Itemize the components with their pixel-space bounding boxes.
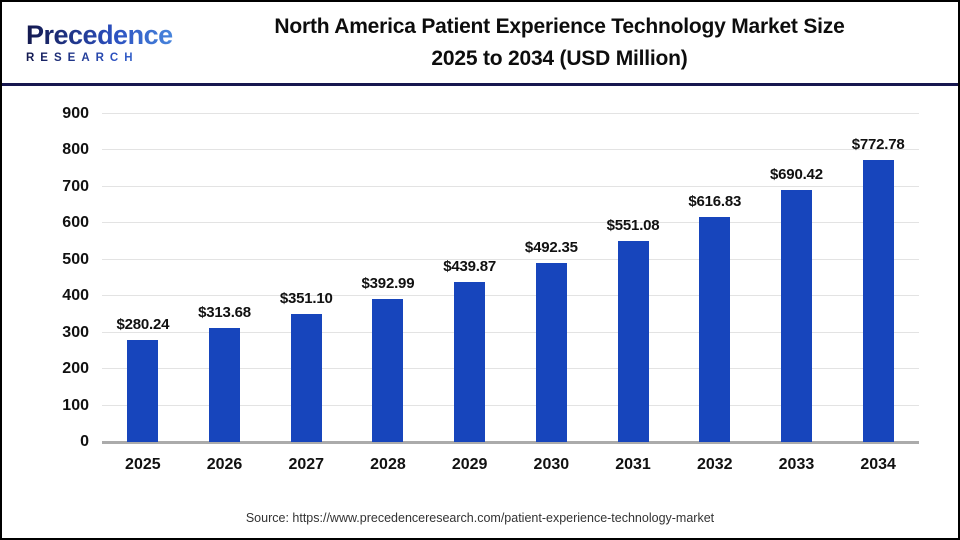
chart-title-line1: North America Patient Experience Technol… xyxy=(274,14,845,38)
gridline-600 xyxy=(102,222,919,224)
bar-2030 xyxy=(535,262,567,442)
x-axis-line xyxy=(102,441,919,444)
bar-2025 xyxy=(127,339,159,442)
gridline-800 xyxy=(102,149,919,151)
value-label-2028: $392.99 xyxy=(361,274,415,292)
y-axis-label-800: 800 xyxy=(62,141,89,159)
value-label-2029: $439.87 xyxy=(443,257,497,275)
x-axis-label-2033: 2033 xyxy=(778,456,815,473)
gridline-400 xyxy=(102,295,919,297)
x-axis-label-2034: 2034 xyxy=(860,456,896,473)
bar-2026 xyxy=(209,327,241,442)
gridline-200 xyxy=(102,368,919,370)
header: Precedence RESEARCH North America Patien… xyxy=(2,2,958,86)
logo-subtitle: RESEARCH xyxy=(26,52,187,64)
chart-title-line2: 2025 to 2034 (USD Million) xyxy=(431,46,688,70)
value-label-2027: $351.10 xyxy=(279,290,333,308)
bar-2034 xyxy=(862,160,894,442)
gridline-300 xyxy=(102,331,919,333)
value-label-2025: $280.24 xyxy=(116,315,170,333)
y-axis-label-600: 600 xyxy=(62,214,89,232)
value-label-2030: $492.35 xyxy=(524,238,578,256)
source-note: Source: https://www.precedenceresearch.c… xyxy=(245,511,715,525)
value-label-2033: $690.42 xyxy=(770,166,823,184)
gridline-100 xyxy=(102,404,919,406)
y-axis-label-100: 100 xyxy=(62,396,89,414)
bar-2031 xyxy=(617,241,649,442)
gridline-900 xyxy=(102,113,919,114)
bar-2028 xyxy=(372,298,404,442)
value-label-2034: $772.78 xyxy=(851,136,905,154)
y-axis-label-700: 700 xyxy=(62,177,89,195)
plot-area: 0 100 200 300 400 500 600 700 800 900 $280.24 2025 $… xyxy=(62,105,919,473)
gridline-500 xyxy=(102,258,919,260)
bar-2027 xyxy=(290,314,322,442)
x-axis-label-2028: 2028 xyxy=(370,456,406,473)
x-axis-label-2031: 2031 xyxy=(615,456,651,473)
precedence-research-logo: Precedence RESEARCH xyxy=(2,21,187,64)
x-axis-label-2027: 2027 xyxy=(288,456,325,473)
x-axis-label-2026: 2026 xyxy=(206,456,243,473)
bar-2033 xyxy=(780,190,812,442)
y-axis-label-900: 900 xyxy=(62,105,89,122)
x-axis-label-2030: 2030 xyxy=(533,456,570,473)
x-axis-label-2029: 2029 xyxy=(451,456,488,473)
y-axis-label-0: 0 xyxy=(80,433,89,450)
x-axis-label-2025: 2025 xyxy=(125,456,161,473)
y-axis-label-500: 500 xyxy=(62,250,89,268)
x-axis-label-2032: 2032 xyxy=(696,456,733,473)
value-label-2032: $616.83 xyxy=(688,193,742,211)
logo-wordmark: Precedence xyxy=(26,21,187,50)
y-axis-label-200: 200 xyxy=(62,360,89,378)
bar-2029 xyxy=(454,281,486,442)
value-label-2031: $551.08 xyxy=(606,217,660,235)
y-axis-label-400: 400 xyxy=(62,287,89,305)
gridline-700 xyxy=(102,185,919,187)
chart-title: North America Patient Experience Technol… xyxy=(187,11,958,75)
value-label-2026: $313.68 xyxy=(198,303,251,321)
y-axis-label-300: 300 xyxy=(62,323,89,341)
bar-2032 xyxy=(699,217,731,442)
